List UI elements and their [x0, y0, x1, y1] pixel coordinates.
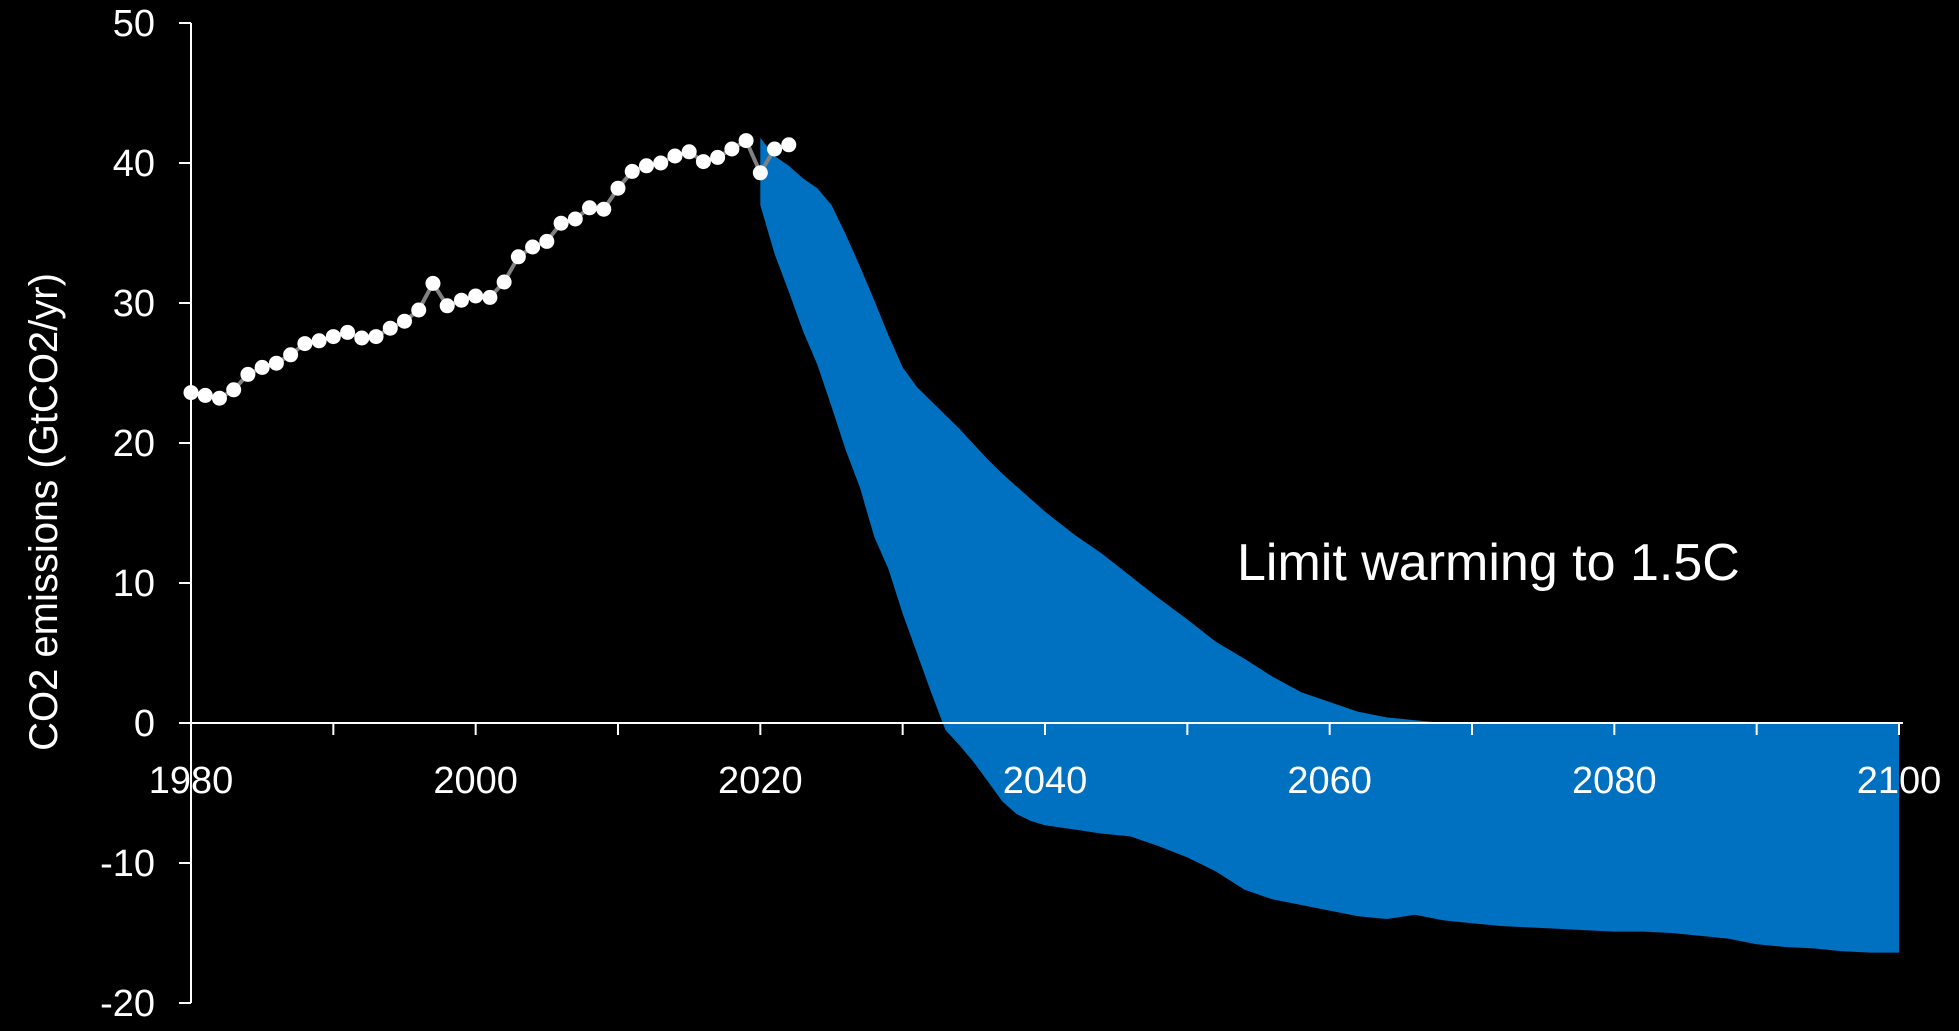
x-tick-label: 2040: [1003, 760, 1088, 802]
historical-point: [695, 154, 711, 170]
x-tick-label: 1980: [149, 760, 234, 802]
axes-layer: 50 40 30 20 10 0 -10 -20 1980 2000 2020 2040 2060 208…: [100, 3, 1941, 1025]
annotation-label: Limit warming to 1.5C: [1237, 534, 1740, 592]
historical-point: [496, 274, 512, 290]
historical-point: [254, 359, 270, 375]
historical-point: [340, 324, 356, 340]
historical-point: [311, 333, 327, 349]
projection-band: [760, 137, 1899, 953]
historical-point: [297, 336, 313, 352]
historical-point: [453, 292, 469, 308]
x-tick-label: 2020: [718, 760, 803, 802]
y-tick-label: 0: [134, 703, 155, 745]
historical-point: [425, 275, 441, 291]
historical-point: [553, 215, 569, 231]
historical-point: [738, 133, 754, 149]
historical-point: [667, 148, 683, 164]
x-tick-label: 2080: [1572, 760, 1657, 802]
historical-point: [710, 149, 726, 165]
historical-point: [197, 387, 213, 403]
historical-point: [354, 330, 370, 346]
historical-point: [325, 329, 341, 345]
projection-band-layer: [760, 137, 1899, 953]
historical-point: [638, 158, 654, 174]
historical-point: [510, 249, 526, 265]
historical-point: [468, 288, 484, 304]
historical-point: [596, 201, 612, 217]
y-axis-label: CO2 emissions (GtCO2/yr): [22, 273, 66, 751]
historical-point: [767, 141, 783, 157]
historical-point: [781, 137, 797, 153]
y-tick-label: -20: [100, 983, 155, 1025]
historical-point: [610, 180, 626, 196]
y-tick-label: 30: [113, 283, 155, 325]
historical-point: [724, 141, 740, 157]
y-tick-label: -10: [100, 843, 155, 885]
historical-point: [653, 155, 669, 171]
historical-point: [226, 382, 242, 398]
historical-point: [525, 239, 541, 255]
historical-series-layer: [183, 133, 797, 406]
y-tick-label: 20: [113, 423, 155, 465]
historical-point: [382, 320, 398, 336]
historical-point: [567, 211, 583, 227]
historical-point: [283, 347, 299, 363]
historical-point: [482, 289, 498, 305]
historical-point: [624, 163, 640, 179]
historical-point: [752, 165, 768, 181]
historical-point: [439, 298, 455, 314]
y-tick-label: 10: [113, 563, 155, 605]
x-tick-label: 2000: [433, 760, 518, 802]
historical-point: [368, 329, 384, 345]
historical-point: [240, 366, 256, 382]
historical-point: [582, 200, 598, 216]
historical-point: [397, 313, 412, 329]
y-tick-label: 40: [113, 143, 155, 185]
historical-point: [681, 144, 697, 160]
historical-point: [211, 390, 227, 406]
x-tick-label: 2060: [1287, 760, 1372, 802]
historical-point: [539, 233, 555, 249]
historical-point: [411, 302, 427, 318]
x-tick-label: 2100: [1857, 760, 1942, 802]
historical-point: [268, 355, 284, 371]
y-tick-label: 50: [113, 3, 155, 45]
